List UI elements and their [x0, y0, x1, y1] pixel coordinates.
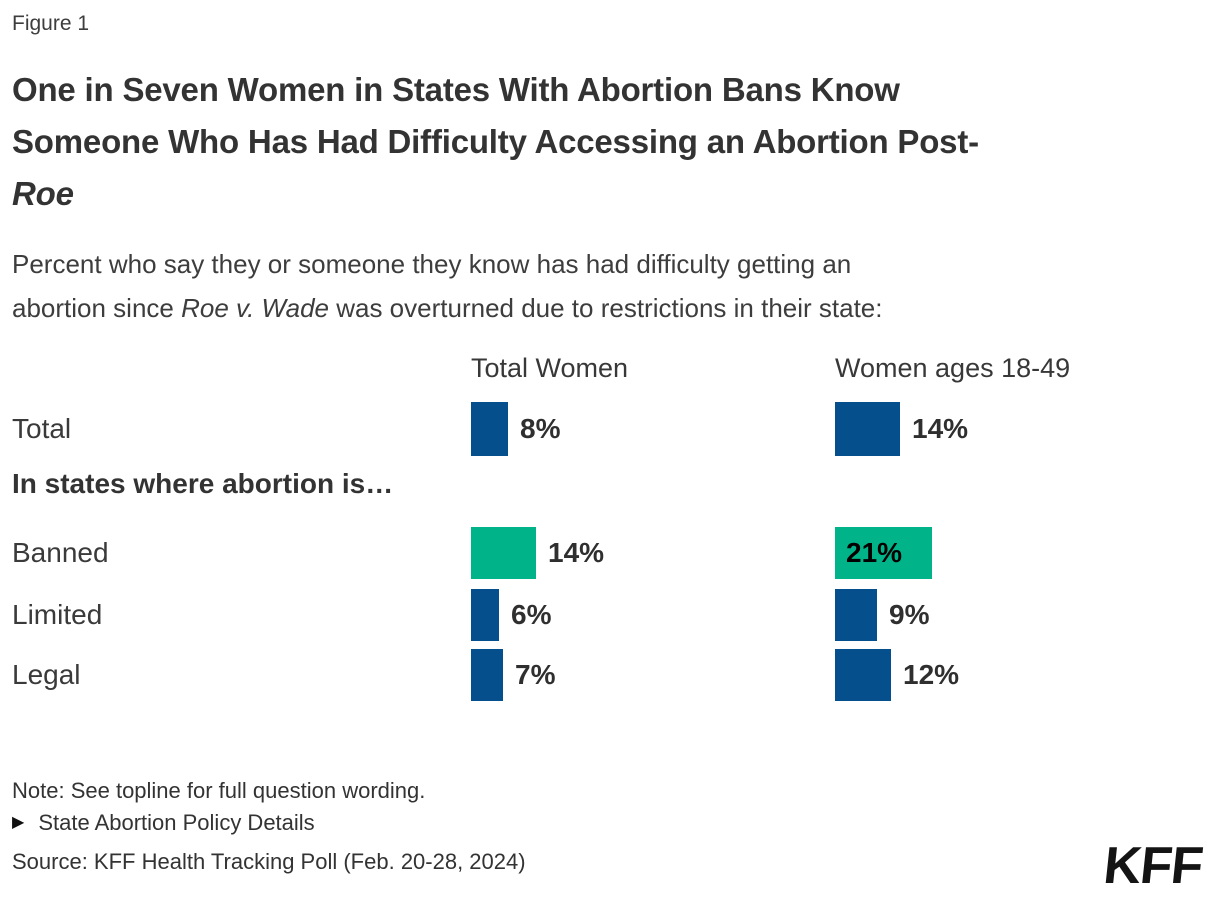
column-header-total-women: Total Women [471, 353, 629, 383]
expand-triangle-icon: ▶ [12, 814, 25, 831]
bar-limited-women1849 [835, 589, 877, 641]
column-header-women-18-49: Women ages 18-49 [835, 353, 1071, 383]
subtitle-italic: Roe v. Wade [181, 293, 329, 323]
value-label: 8% [520, 413, 561, 444]
value-label: 21% [846, 537, 903, 568]
row-label-limited: Limited [12, 599, 103, 630]
policy-details-label: State Abortion Policy Details [38, 810, 315, 835]
cell-total-totalwomen: 8% [471, 402, 560, 456]
cell-legal-totalwomen: 7% [471, 649, 555, 701]
bar-total-women1849 [835, 402, 900, 456]
bar-banned-totalwomen [471, 527, 536, 579]
value-label: 12% [903, 659, 960, 690]
bar-limited-totalwomen [471, 589, 499, 641]
row-label-legal: Legal [12, 659, 81, 690]
value-label: 14% [548, 537, 605, 568]
bar-total-totalwomen [471, 402, 508, 456]
row-label-banned: Banned [12, 537, 109, 568]
value-label: 9% [889, 599, 930, 630]
value-label: 7% [515, 659, 556, 690]
title-line3-italic: Roe [12, 175, 74, 212]
bar-legal-women1849 [835, 649, 891, 701]
figure-label: Figure 1 [12, 12, 90, 35]
bar-legal-totalwomen [471, 649, 503, 701]
table-row-limited: Limited 6% 9% [0, 589, 1220, 641]
table-row-legal: Legal 7% 12% [0, 649, 1220, 701]
title-line2: Someone Who Has Had Difficulty Accessing… [12, 123, 979, 160]
kff-logo: KFF [1100, 837, 1206, 895]
cell-total-women1849: 14% [835, 402, 968, 456]
source-text: Source: KFF Health Tracking Poll (Feb. 2… [12, 849, 526, 874]
note-text: Note: See topline for full question word… [12, 778, 426, 803]
row-label-total: Total [12, 413, 72, 444]
cell-limited-women1849: 9% [835, 589, 929, 641]
table-row-banned: Banned 14% 21% [0, 527, 1220, 579]
subtitle-line1: Percent who say they or someone they kno… [12, 249, 852, 279]
title-line1: One in Seven Women in States With Aborti… [12, 71, 900, 108]
table-row-total: Total 8% 14% [0, 402, 1220, 456]
chart-subtitle: Percent who say they or someone they kno… [12, 242, 1182, 330]
bar-banned-women1849 [835, 527, 932, 579]
value-label: 14% [912, 413, 969, 444]
cell-banned-women1849: 21% [835, 527, 932, 579]
state-abortion-policy-details-toggle[interactable]: ▶ State Abortion Policy Details [12, 810, 315, 836]
cell-banned-totalwomen: 14% [471, 527, 604, 579]
value-label: 6% [511, 599, 552, 630]
cell-legal-women1849: 12% [835, 649, 959, 701]
chart-title: One in Seven Women in States With Aborti… [12, 64, 1208, 220]
subtitle-line2-pre: abortion since [12, 293, 182, 323]
cell-limited-totalwomen: 6% [471, 589, 551, 641]
section-header: In states where abortion is… [12, 468, 394, 499]
subtitle-line2-post: was overturned due to restrictions in th… [329, 293, 883, 323]
